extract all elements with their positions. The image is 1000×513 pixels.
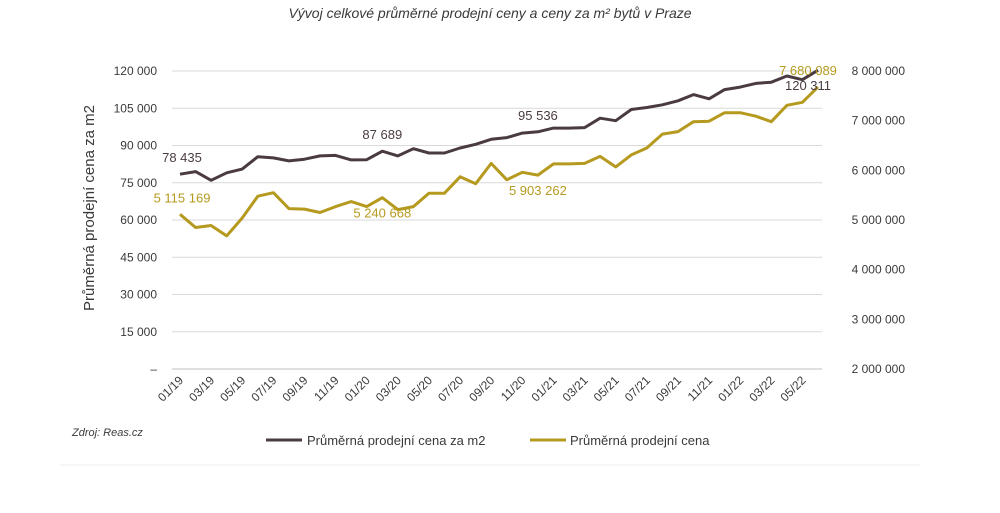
x-tick-label: 11/19: [311, 373, 342, 404]
y-axis-left-ticks: – 15 000 30 000 45 000 60 000 75 000 90 000 105…: [114, 64, 158, 376]
x-tick-label: 05/22: [777, 373, 808, 404]
data-label: 7 680 089: [779, 63, 837, 78]
y-right-tick-label: 8 000 000: [852, 64, 906, 78]
x-tick-label: 05/20: [404, 373, 435, 404]
x-tick-label: 09/21: [653, 373, 684, 404]
grid-lines: [172, 70, 822, 333]
data-label: 95 536: [518, 108, 558, 123]
y-left-tick-label: 90 000: [120, 139, 157, 153]
data-label: 5 903 262: [509, 183, 567, 198]
y-right-tick-label: 6 000 000: [852, 163, 906, 177]
x-tick-label: 11/21: [685, 373, 716, 404]
x-tick-label: 09/20: [466, 373, 497, 404]
y-right-tick-label: 4 000 000: [852, 263, 906, 277]
x-tick-label: 01/20: [342, 373, 373, 404]
data-label: 5 240 668: [353, 206, 411, 221]
data-label: 87 689: [362, 127, 402, 142]
series-line-total: [179, 85, 820, 238]
x-tick-label: 05/21: [591, 373, 622, 404]
y-left-tick-label: 60 000: [120, 213, 157, 227]
source-note: Zdroj: Reas.cz: [71, 427, 143, 439]
legend: Průměrná prodejní cena za m2 Průměrná pr…: [266, 433, 710, 448]
y-axis-left-title: Průměrná prodejní cena za m2: [81, 105, 98, 311]
data-label: 120 311: [785, 78, 831, 93]
data-label: 78 435: [162, 150, 202, 165]
x-tick-label: 07/20: [435, 373, 466, 404]
y-left-tick-label: 105 000: [114, 101, 158, 115]
x-tick-label: 01/22: [715, 373, 746, 404]
x-tick-label: 03/19: [186, 373, 217, 404]
legend-label-total: Průměrná prodejní cena: [570, 433, 710, 448]
legend-label-m2: Průměrná prodejní cena za m2: [307, 433, 485, 448]
x-tick-label: 01/19: [155, 373, 186, 404]
chart-title: Vývoj celkové průměrné prodejní ceny a c…: [288, 5, 691, 21]
y-left-tick-label: 30 000: [120, 288, 157, 302]
x-tick-label: 05/19: [217, 373, 248, 404]
y-right-tick-label: 5 000 000: [852, 213, 906, 227]
y-right-tick-label: 7 000 000: [852, 114, 906, 128]
data-label: 5 115 169: [154, 190, 211, 205]
y-left-tick-label: 75 000: [120, 176, 157, 190]
y-left-tick-label: 15 000: [120, 325, 157, 339]
x-tick-label: 03/21: [560, 373, 591, 404]
y-right-tick-label: 2 000 000: [852, 362, 906, 376]
series-group: [179, 68, 820, 238]
x-tick-label: 07/21: [622, 373, 653, 404]
data-labels: 78 435 87 689 95 536 120 311 5 115 169 5 240 …: [154, 63, 837, 221]
y-left-tick-label: 120 000: [114, 64, 158, 78]
y-left-tick-label: 45 000: [120, 250, 157, 264]
x-tick-label: 09/19: [279, 373, 310, 404]
x-tick-label: 07/19: [248, 373, 279, 404]
x-axis-ticks: 01/19 03/19 05/19 07/19 09/19 11/19 01/20 03/20…: [155, 373, 809, 404]
x-tick-label: 11/20: [498, 373, 529, 404]
y-left-tick-label: –: [150, 362, 157, 376]
series-line-m2: [179, 68, 819, 182]
x-tick-label: 01/21: [528, 373, 559, 404]
x-tick-label: 03/20: [373, 373, 404, 404]
y-right-tick-label: 3 000 000: [852, 312, 906, 326]
x-tick-label: 03/22: [746, 373, 777, 404]
y-axis-right-ticks: 2 000 000 3 000 000 4 000 000 5 000 000 6 00…: [852, 64, 906, 376]
